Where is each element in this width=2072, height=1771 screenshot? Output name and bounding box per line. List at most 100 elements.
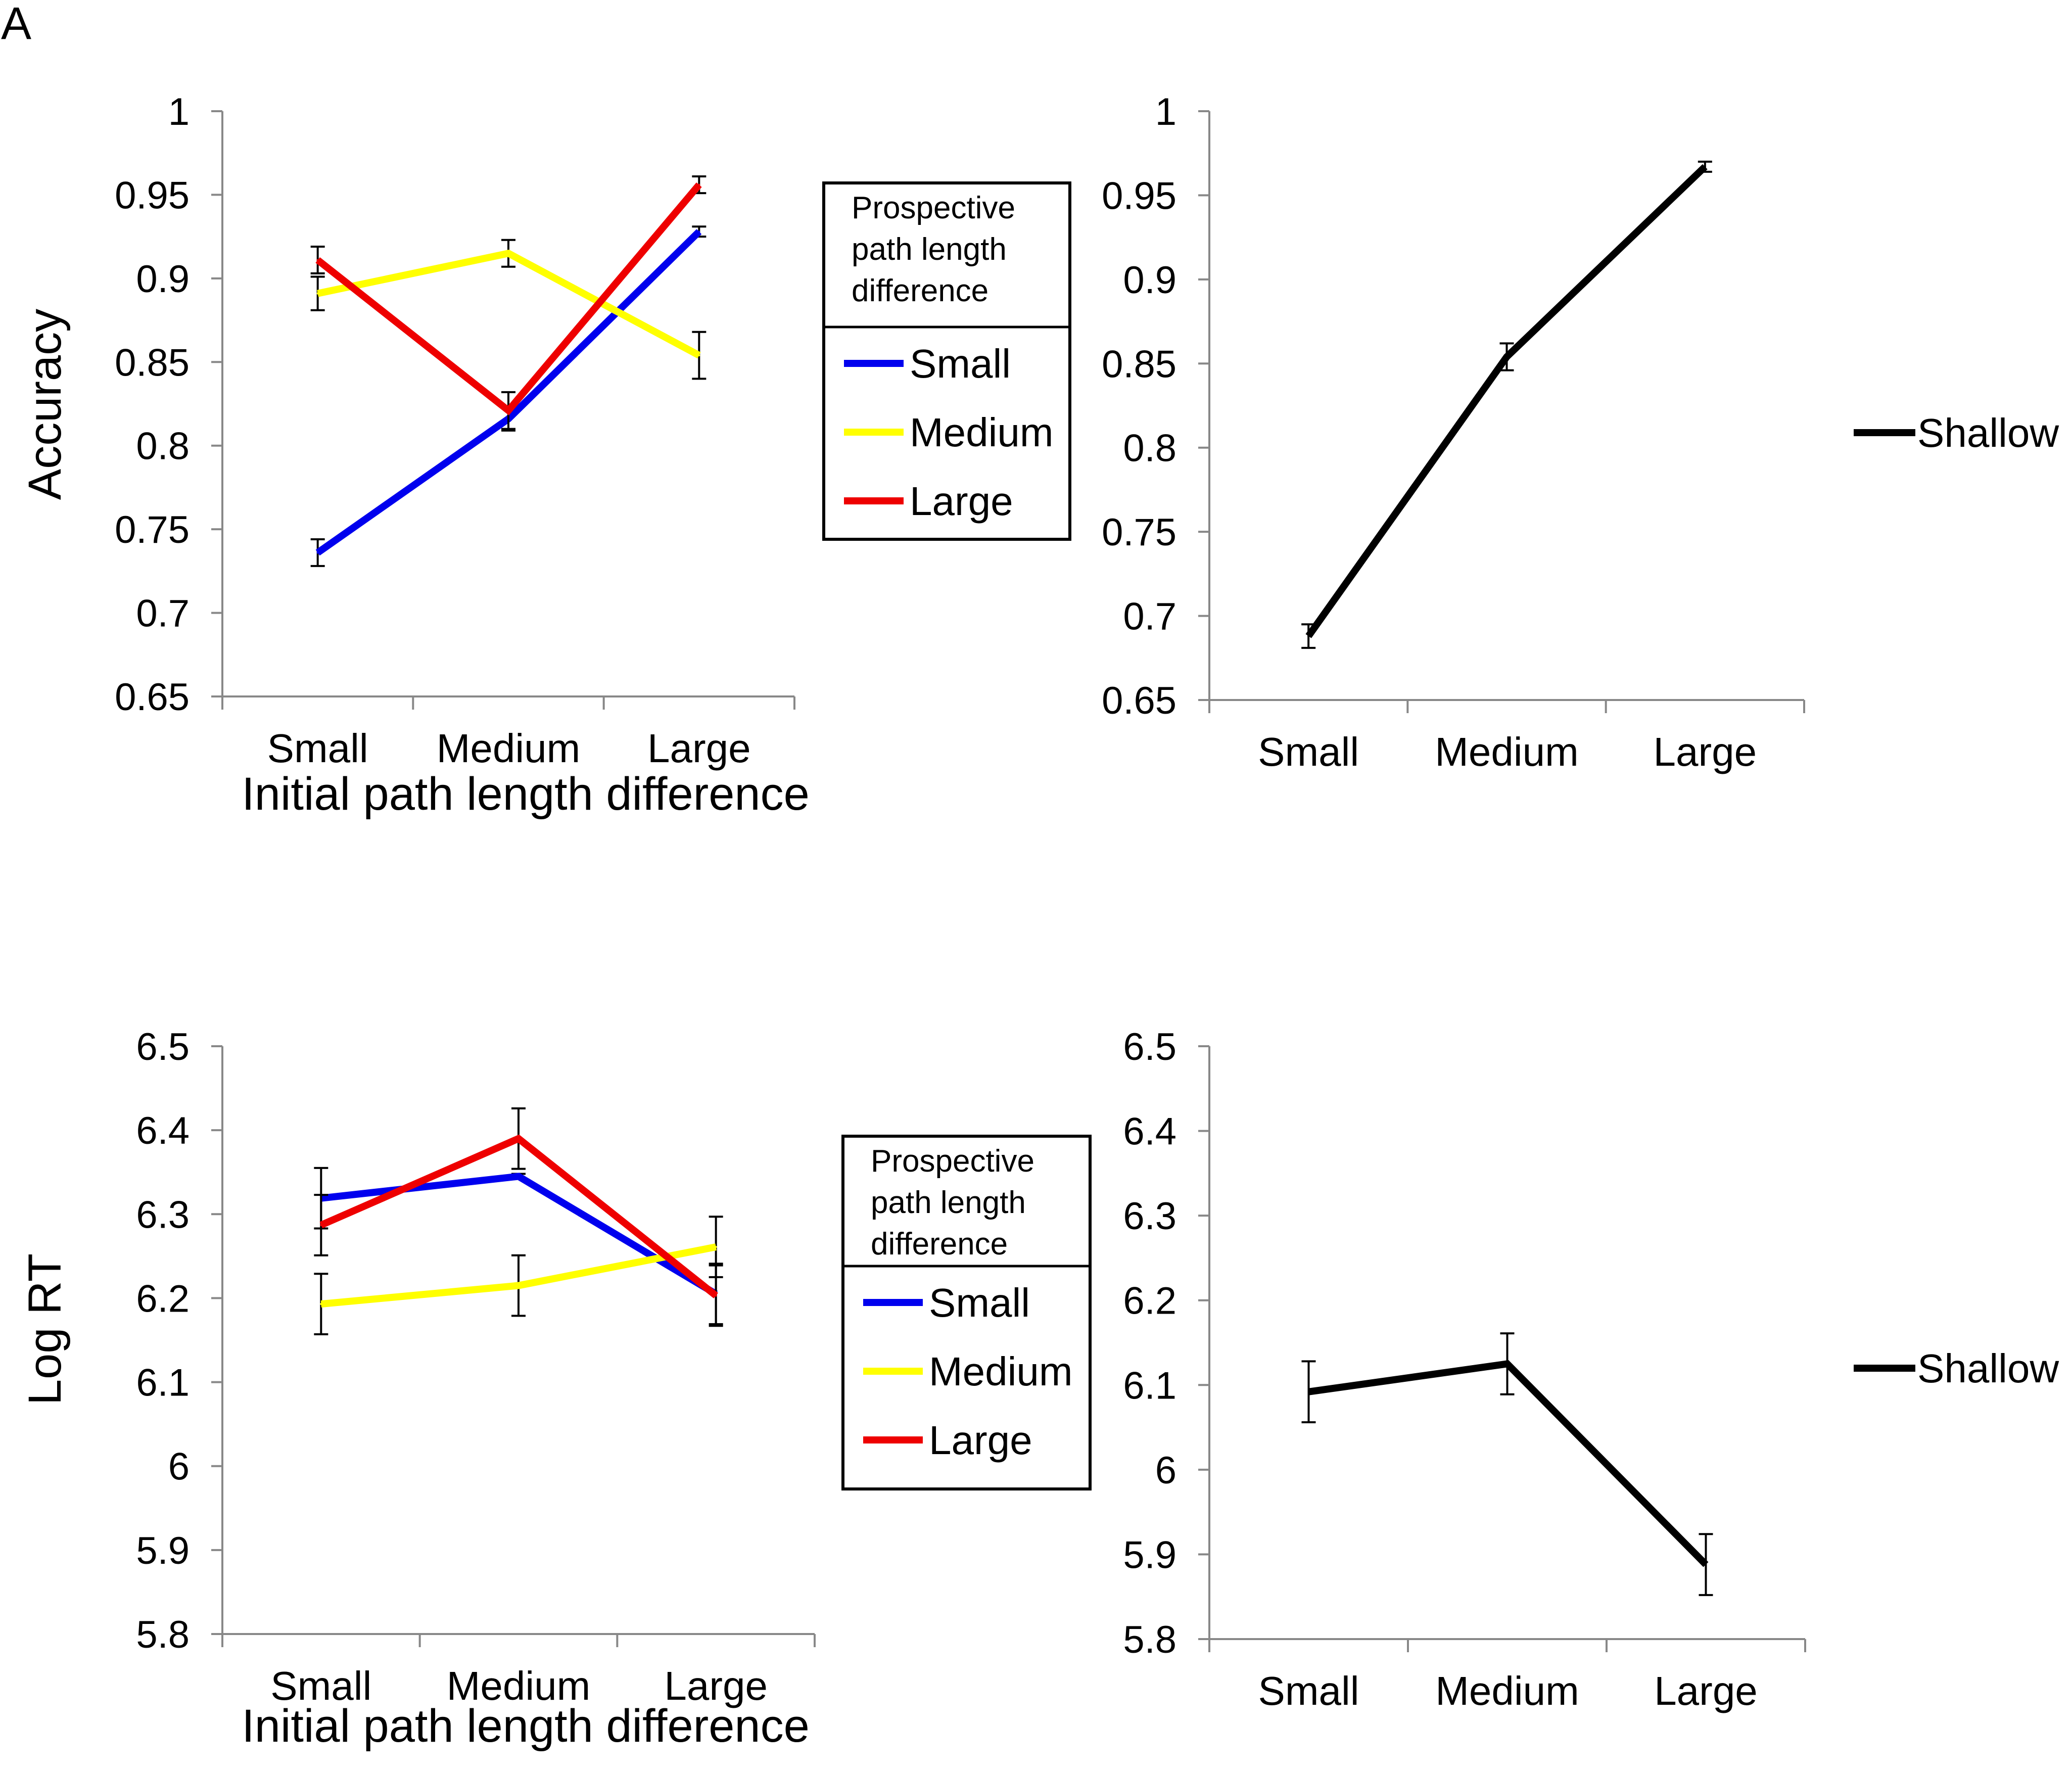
y-tick-label: 0.7: [1123, 595, 1176, 638]
series-medium: [310, 239, 707, 380]
y-tick-label: 0.7: [136, 592, 190, 635]
y-tick-label: 0.8: [1123, 427, 1176, 470]
data-point: [320, 1303, 322, 1306]
data-point: [316, 259, 319, 261]
legend-title: difference: [852, 273, 988, 308]
legend: Prospective path length difference Small Med…: [822, 181, 1071, 541]
data-point: [517, 1137, 520, 1140]
y-tick-label: 5.8: [1123, 1618, 1176, 1661]
legend-title: path length: [852, 232, 1007, 267]
chart-acc-by-prospective: 0.65 0.7 0.75 0.8 0.85 0.9 0.95 1 Small Medium Lar…: [19, 90, 1071, 820]
y-tick-label: 6.5: [136, 1026, 190, 1068]
y-tick-label: 6: [168, 1446, 190, 1488]
data-point: [1307, 1390, 1310, 1393]
y-tick-label: 0.75: [1102, 511, 1176, 554]
data-point: [320, 1224, 322, 1226]
y-axis-title: Log RT: [19, 1253, 71, 1405]
series-large: [314, 1107, 723, 1327]
x-tick-label: Small: [267, 726, 368, 771]
y-tick-label: 0.65: [1102, 679, 1176, 722]
data-point: [507, 409, 509, 412]
y-tick-label: 0.9: [1123, 259, 1176, 302]
y-tick-label: 6.3: [1123, 1195, 1176, 1238]
data-point: [517, 1284, 520, 1287]
data-point: [698, 230, 700, 233]
y-tick-label: 6.1: [1123, 1364, 1176, 1407]
y-tick-label: 5.9: [1123, 1533, 1176, 1576]
legend-entry: Small: [929, 1280, 1030, 1325]
chart-rt-by-prospective: 5.8 5.9 6 6.1 6.2 6.3 6.4 6.5 Small Medium Large Lo…: [19, 1026, 1092, 1752]
data-point: [1506, 1363, 1509, 1365]
y-tick-label: 6.4: [1123, 1110, 1176, 1153]
data-point: [698, 183, 700, 186]
y-tick-label: 0.95: [115, 174, 190, 217]
data-point: [1505, 355, 1508, 358]
x-tick-label: Large: [1654, 1668, 1758, 1713]
series-large: [310, 175, 707, 430]
x-tick-label: Small: [1258, 1668, 1359, 1713]
legend: Shallow: [1854, 410, 2059, 455]
y-tick-label: 0.75: [115, 508, 190, 551]
legend-entry: Large: [910, 479, 1013, 524]
y-axis-title: Accuracy: [19, 309, 71, 500]
x-tick-label: Medium: [1435, 1668, 1579, 1713]
data-point: [507, 252, 509, 255]
legend-title: difference: [871, 1227, 1008, 1262]
legend-entry: Shallow: [1917, 410, 2059, 455]
data-point: [316, 292, 319, 295]
legend-entry: Shallow: [1917, 1346, 2059, 1391]
y-tick-label: 1: [168, 90, 190, 133]
legend-entry: Large: [929, 1418, 1032, 1463]
y-tick-label: 0.85: [1102, 343, 1176, 386]
x-tick-label: Small: [270, 1663, 371, 1708]
series-line: [315, 182, 702, 415]
data-point: [698, 354, 700, 357]
legend-entry: Medium: [910, 410, 1054, 455]
y-tick-label: 5.8: [136, 1613, 190, 1656]
x-tick-label: Large: [1654, 729, 1757, 774]
y-tick-label: 6.1: [136, 1362, 190, 1405]
x-tick-label: Medium: [437, 726, 581, 771]
y-tick-label: 5.9: [136, 1529, 190, 1572]
data-point: [1705, 1563, 1707, 1566]
y-tick-label: 6.5: [1123, 1026, 1176, 1068]
legend-entry: Medium: [929, 1349, 1073, 1394]
y-tick-label: 6.2: [1123, 1280, 1176, 1323]
series-medium: [314, 1216, 723, 1335]
series-shallow: [1301, 160, 1712, 649]
y-tick-label: 1: [1155, 90, 1176, 133]
y-tick-label: 6.2: [136, 1277, 190, 1320]
x-tick-label: Medium: [447, 1663, 591, 1708]
y-tick-label: 0.9: [136, 258, 190, 301]
legend: Shallow: [1854, 1346, 2059, 1391]
y-tick-label: 0.95: [1102, 174, 1176, 217]
legend: Prospective path length difference Small Med…: [841, 1135, 1092, 1490]
x-tick-label: Large: [664, 1663, 768, 1708]
y-tick-label: 0.65: [115, 676, 190, 719]
legend-title: Prospective: [852, 191, 1015, 225]
data-point: [715, 1246, 717, 1248]
data-point: [1704, 165, 1706, 168]
y-tick-label: 6.3: [136, 1193, 190, 1236]
panel-label: A: [1, 0, 32, 49]
legend-entry: Small: [910, 341, 1011, 386]
data-point: [715, 1294, 717, 1297]
legend-title: path length: [871, 1185, 1026, 1220]
data-point: [517, 1175, 520, 1178]
legend-title: Prospective: [871, 1144, 1034, 1179]
chart-rt-shallow: 5.8 5.9 6 6.1 6.2 6.3 6.4 6.5 Small Medium Large Sh…: [1123, 1026, 2059, 1713]
series-shallow: [1301, 1332, 1713, 1596]
x-tick-label: Medium: [1435, 729, 1579, 774]
x-axis-title: Initial path length difference: [242, 1700, 810, 1752]
y-tick-label: 6.4: [136, 1109, 190, 1152]
legend-box: [841, 1135, 1092, 1490]
y-tick-label: 6: [1155, 1449, 1176, 1492]
y-tick-label: 0.8: [136, 425, 190, 468]
series-line: [1305, 164, 1708, 638]
chart-acc-shallow: 0.65 0.7 0.75 0.8 0.85 0.9 0.95 1 Small Medium Lar…: [1102, 90, 2059, 774]
x-tick-label: Large: [647, 726, 751, 771]
x-axis-title: Initial path length difference: [242, 768, 810, 820]
y-tick-label: 0.85: [115, 341, 190, 384]
x-tick-label: Small: [1258, 729, 1359, 774]
